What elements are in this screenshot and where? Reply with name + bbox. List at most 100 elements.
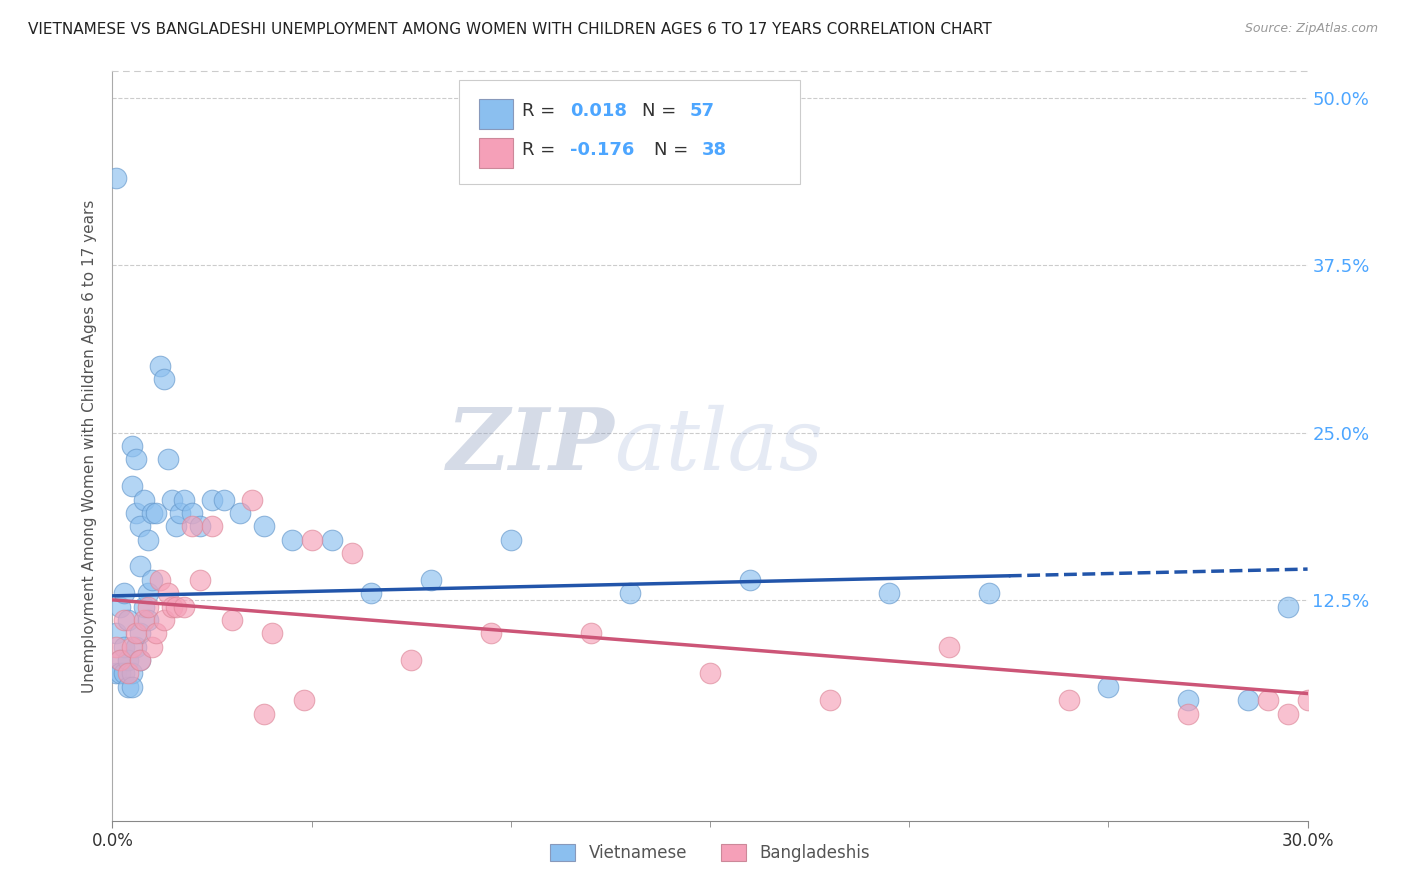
Point <box>188 519 211 533</box>
Point <box>499 533 522 547</box>
Text: Source: ZipAtlas.com: Source: ZipAtlas.com <box>1244 22 1378 36</box>
Point <box>149 573 172 587</box>
Text: 0.018: 0.018 <box>571 102 627 120</box>
Text: ZIP: ZIP <box>447 404 614 488</box>
Point <box>110 666 132 681</box>
Point <box>699 666 721 681</box>
Point <box>340 546 363 560</box>
Text: 38: 38 <box>702 141 727 159</box>
Point <box>1177 706 1199 721</box>
Point <box>619 586 641 600</box>
Point <box>121 680 143 694</box>
Text: R =: R = <box>523 141 561 159</box>
Point <box>105 626 128 640</box>
Point <box>201 519 224 533</box>
Point <box>173 492 195 507</box>
Point <box>420 573 443 587</box>
Point <box>157 452 180 467</box>
Point <box>1277 599 1299 614</box>
Point <box>240 492 263 507</box>
Point <box>162 492 183 507</box>
Point <box>141 640 163 654</box>
Point <box>138 599 160 614</box>
Point <box>301 533 323 547</box>
Point <box>114 666 135 681</box>
Point <box>253 706 276 721</box>
Point <box>253 519 276 533</box>
Point <box>260 626 283 640</box>
Point <box>105 171 128 186</box>
Text: 57: 57 <box>690 102 714 120</box>
FancyBboxPatch shape <box>458 80 800 184</box>
Point <box>153 372 176 386</box>
Point <box>145 506 167 520</box>
Point <box>162 599 183 614</box>
Point <box>114 613 135 627</box>
Point <box>129 653 152 667</box>
Point <box>181 519 204 533</box>
Point <box>281 533 304 547</box>
Point <box>121 666 143 681</box>
Point <box>129 653 152 667</box>
Point <box>125 640 148 654</box>
Point <box>321 533 343 547</box>
Point <box>121 640 143 654</box>
Y-axis label: Unemployment Among Women with Children Ages 6 to 17 years: Unemployment Among Women with Children A… <box>82 199 97 693</box>
Point <box>110 653 132 667</box>
Point <box>129 519 152 533</box>
Point <box>121 479 143 493</box>
Point <box>134 613 156 627</box>
Point <box>977 586 1000 600</box>
Point <box>134 599 156 614</box>
Point <box>479 626 502 640</box>
Point <box>117 680 139 694</box>
Point <box>141 573 163 587</box>
Point <box>129 559 152 574</box>
Point <box>145 626 167 640</box>
Point <box>579 626 602 640</box>
Point <box>188 573 211 587</box>
Point <box>401 653 423 667</box>
Point <box>1277 706 1299 721</box>
Point <box>134 492 156 507</box>
Point <box>125 506 148 520</box>
Point <box>110 599 132 614</box>
Point <box>201 492 224 507</box>
Point <box>169 506 191 520</box>
Point <box>165 599 187 614</box>
Point <box>129 626 152 640</box>
Point <box>165 519 187 533</box>
Point <box>818 693 841 707</box>
Point <box>879 586 901 600</box>
Point <box>738 573 761 587</box>
Point <box>138 586 160 600</box>
Point <box>212 492 235 507</box>
Text: -0.176: -0.176 <box>571 141 634 159</box>
Point <box>105 666 128 681</box>
Text: VIETNAMESE VS BANGLADESHI UNEMPLOYMENT AMONG WOMEN WITH CHILDREN AGES 6 TO 17 YE: VIETNAMESE VS BANGLADESHI UNEMPLOYMENT A… <box>28 22 991 37</box>
Point <box>360 586 382 600</box>
Bar <box>479 138 513 168</box>
Point <box>125 626 148 640</box>
Bar <box>479 99 513 129</box>
Point <box>141 506 163 520</box>
Text: atlas: atlas <box>614 405 824 487</box>
Text: N =: N = <box>654 141 693 159</box>
Point <box>938 640 960 654</box>
Text: N =: N = <box>643 102 682 120</box>
Point <box>117 613 139 627</box>
Point <box>1057 693 1080 707</box>
Point <box>1237 693 1260 707</box>
Point <box>157 586 180 600</box>
Point <box>117 653 139 667</box>
Point <box>173 599 195 614</box>
Legend: Vietnamese, Bangladeshis: Vietnamese, Bangladeshis <box>544 837 876 869</box>
Point <box>114 586 135 600</box>
Point <box>125 452 148 467</box>
Point <box>117 666 139 681</box>
Point <box>221 613 243 627</box>
Point <box>229 506 252 520</box>
Point <box>105 640 128 654</box>
Point <box>110 653 132 667</box>
Point <box>114 640 135 654</box>
